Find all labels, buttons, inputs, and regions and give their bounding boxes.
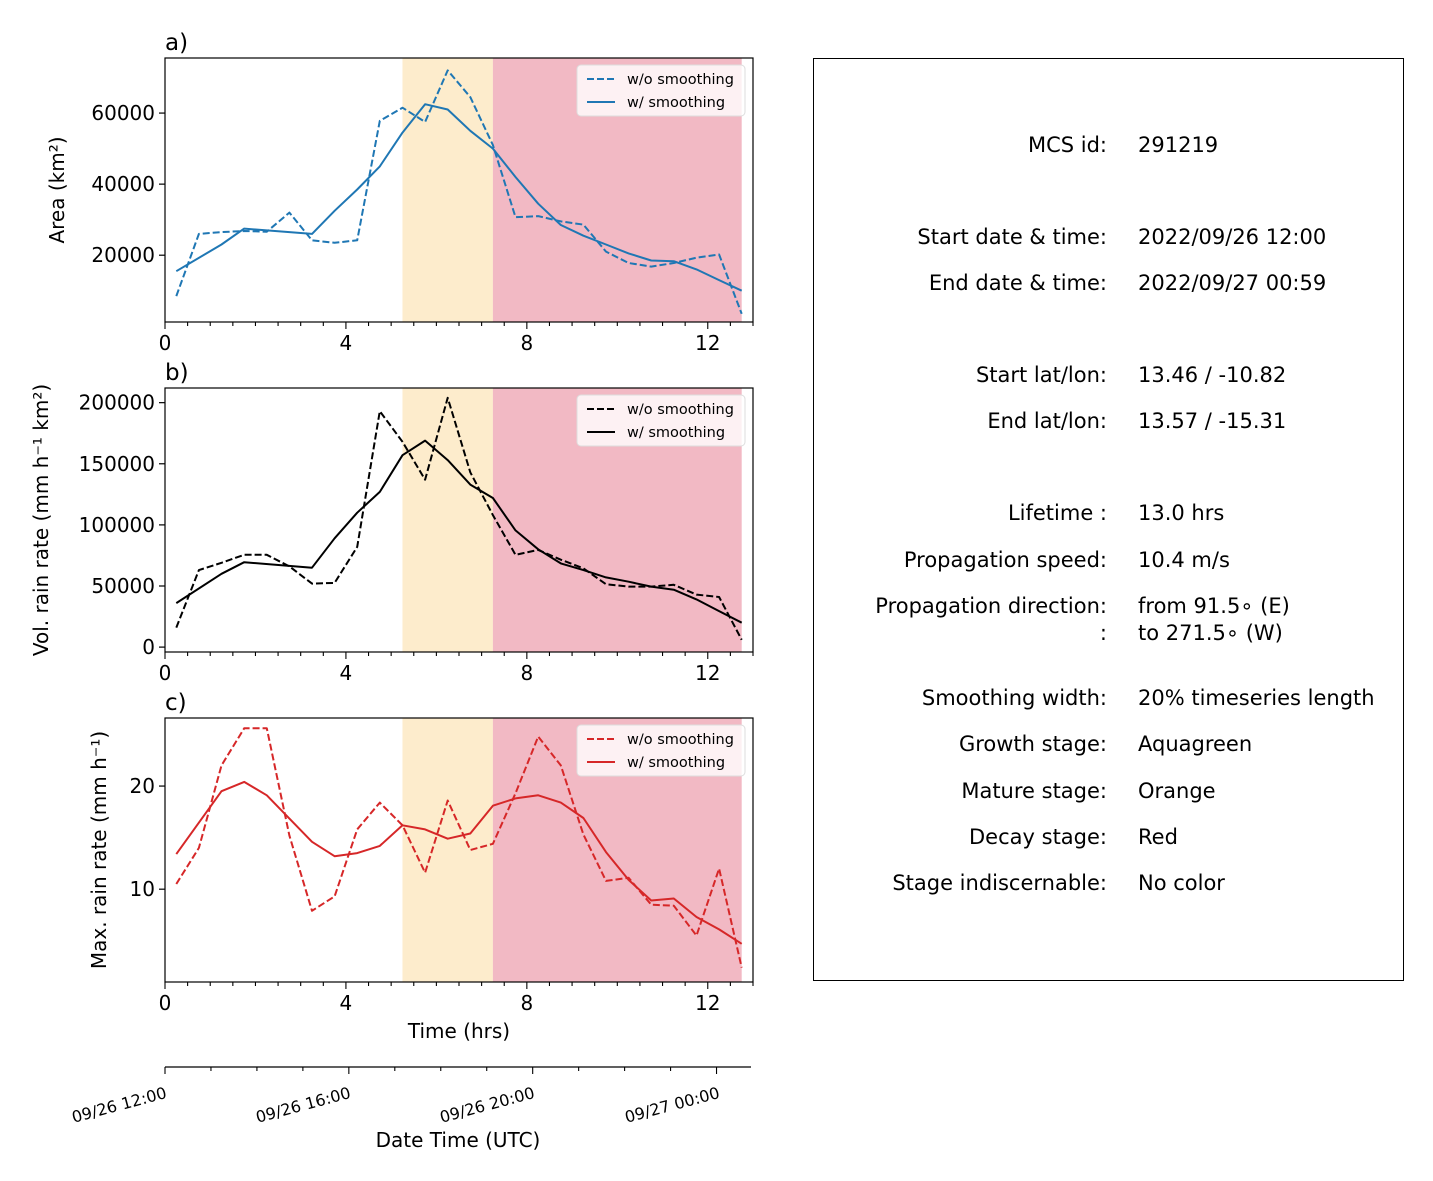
legend: w/o smoothing w/ smoothing: [576, 64, 746, 117]
series-line-smoothed: [175, 439, 743, 624]
date-tick-label: 09/26 20:00: [438, 1083, 537, 1127]
x-tick-label: 0: [159, 661, 172, 685]
legend: w/o smoothing w/ smoothing: [576, 724, 746, 777]
y-tick-label: 20: [130, 774, 155, 798]
x-tick-label: 0: [159, 991, 172, 1015]
info-label: Decay stage:: [969, 825, 1107, 849]
y-tick-label: 10: [130, 877, 155, 901]
info-value: Red: [1138, 825, 1178, 849]
x-tick-label: 4: [340, 991, 353, 1015]
info-value: from 91.5∘ (E): [1138, 594, 1290, 618]
info-value: 13.46 / -10.82: [1138, 363, 1287, 387]
info-label: Stage indiscernable:: [892, 871, 1107, 895]
panel-label: b): [165, 360, 189, 386]
x-tick-label: 8: [520, 991, 533, 1015]
info-value: 291219: [1138, 133, 1219, 157]
mature-stage-span: [402, 718, 493, 982]
x-tick-label: 8: [520, 661, 533, 685]
info-value: No color: [1138, 871, 1225, 895]
y-tick-label: 100000: [79, 513, 155, 537]
info-label: :: [1099, 621, 1107, 645]
series-line-smoothed: [175, 103, 743, 292]
info-label: Start lat/lon:: [975, 363, 1107, 387]
y-axis-label: Max. rain rate (mm h⁻¹): [87, 731, 111, 969]
y-axis-label: Vol. rain rate (mm h⁻¹ km²): [29, 384, 53, 656]
legend-label: w/o smoothing: [627, 72, 734, 88]
info-value: Aquagreen: [1138, 732, 1253, 756]
x-tick-label: 12: [695, 331, 720, 355]
info-value: Orange: [1138, 779, 1216, 803]
date-axis-label: Date Time (UTC): [376, 1128, 541, 1152]
info-value: 10.4 m/s: [1138, 548, 1230, 572]
x-tick-label: 12: [695, 991, 720, 1015]
legend-label: w/o smoothing: [627, 402, 734, 418]
legend-label: w/o smoothing: [627, 732, 734, 748]
panel-label: c): [165, 690, 187, 716]
date-tick-label: 09/27 00:00: [623, 1083, 722, 1127]
chart-panel-maxrain: 10 20 0 4 8 12 c) Max. rain rate (mm h⁻¹) w/o sm…: [87, 690, 754, 1015]
x-tick-label: 4: [340, 331, 353, 355]
info-value: 13.0 hrs: [1138, 501, 1225, 525]
x-tick-label: 12: [695, 661, 720, 685]
info-label: End date & time:: [928, 271, 1107, 295]
mature-stage-span: [402, 58, 493, 322]
x-tick-label: 8: [520, 331, 533, 355]
series-line-raw: [175, 727, 743, 968]
chart-panel-area: 20000 40000 60000 0 4 8 12 a) Area (km²) w/o smoo…: [45, 30, 754, 355]
legend-label: w/ smoothing: [627, 755, 725, 771]
info-value: 2022/09/27 00:59: [1138, 271, 1327, 295]
info-value: 2022/09/26 12:00: [1138, 225, 1327, 249]
info-value: to 271.5∘ (W): [1138, 621, 1283, 645]
legend-label: w/ smoothing: [627, 95, 725, 111]
date-tick-label: 09/26 16:00: [254, 1083, 353, 1127]
y-tick-label: 150000: [79, 452, 155, 476]
series-line-raw: [175, 396, 743, 641]
info-value: 13.57 / -15.31: [1138, 409, 1287, 433]
info-label: Smoothing width:: [921, 686, 1107, 710]
date-axis: 09/26 12:00 09/26 16:00 09/26 20:00 09/27 0…: [70, 1066, 751, 1152]
info-label: Lifetime :: [1007, 501, 1107, 525]
series-line-raw: [175, 69, 743, 315]
series-line-smoothed: [175, 780, 743, 945]
info-label: Propagation speed:: [903, 548, 1107, 572]
x-axis-label: Time (hrs): [407, 1019, 510, 1043]
legend-box: [576, 724, 746, 777]
y-tick-label: 40000: [91, 172, 155, 196]
legend-label: w/ smoothing: [627, 425, 725, 441]
chart-panel-volrain: 0 50000 100000 150000 200000 0 4 8 12 b) Vol. rain…: [29, 360, 754, 685]
mature-stage-span: [402, 388, 493, 652]
info-label: Propagation direction:: [875, 594, 1107, 618]
y-axis-label: Area (km²): [45, 136, 69, 243]
date-tick-label: 09/26 12:00: [70, 1083, 169, 1127]
info-label: Growth stage:: [958, 732, 1107, 756]
info-label: Mature stage:: [961, 779, 1107, 803]
y-tick-label: 200000: [79, 391, 155, 415]
info-panel: MCS id: 291219 Start date & time: 2022/0…: [813, 58, 1404, 981]
info-value: 20% timeseries length: [1138, 686, 1375, 710]
panel-label: a): [165, 30, 188, 56]
info-label: Start date & time:: [917, 225, 1107, 249]
legend-box: [576, 64, 746, 117]
info-label: End lat/lon:: [987, 409, 1107, 433]
y-tick-label: 50000: [91, 574, 155, 598]
y-tick-label: 60000: [91, 101, 155, 125]
y-tick-label: 20000: [91, 243, 155, 267]
x-tick-label: 4: [340, 661, 353, 685]
y-tick-label: 0: [142, 635, 155, 659]
legend-box: [576, 394, 746, 447]
info-label: MCS id:: [1027, 133, 1107, 157]
x-tick-label: 0: [159, 331, 172, 355]
legend: w/o smoothing w/ smoothing: [576, 394, 746, 447]
